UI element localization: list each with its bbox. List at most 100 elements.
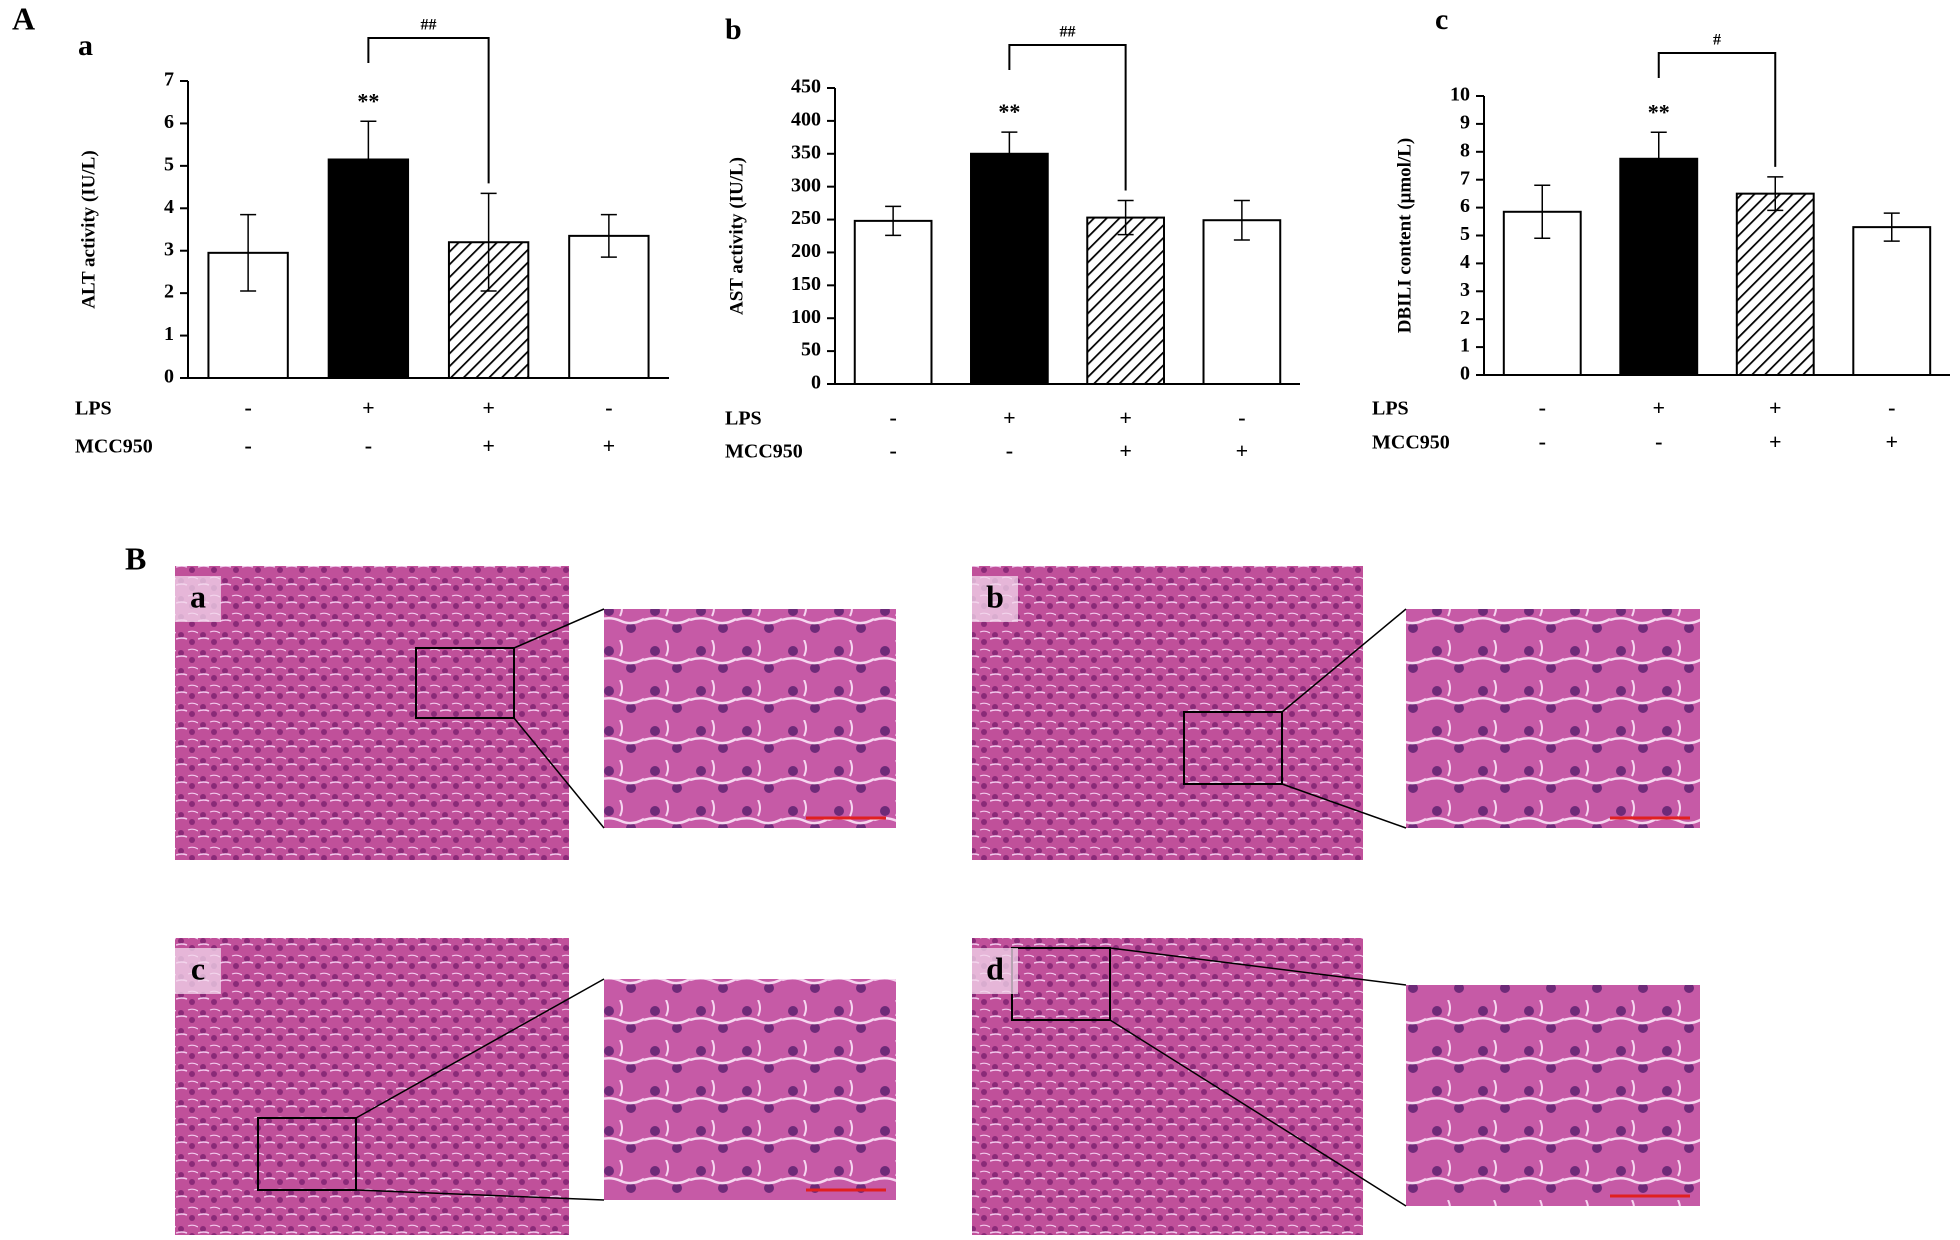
y-tick-label: 10: [1450, 84, 1470, 106]
zoom-line: [1281, 783, 1407, 829]
histology-panel-label: d: [986, 950, 1004, 986]
treatment-name: MCC950: [75, 436, 153, 458]
y-tick-label: 50: [801, 339, 821, 361]
error-bar: [480, 192, 497, 292]
treatment-sign: +: [1003, 405, 1016, 430]
y-tick-label: 9: [1460, 111, 1470, 133]
bracket: [367, 37, 490, 184]
bar: [1852, 226, 1932, 376]
treatment-sign: +: [1885, 429, 1898, 454]
bar: [1202, 219, 1282, 385]
bar: [447, 241, 530, 379]
treatment-name: LPS: [725, 408, 762, 430]
error-bar: [1883, 212, 1900, 242]
y-tick-label: 300: [791, 174, 821, 196]
error-bar: [240, 213, 257, 292]
treatment-sign: -: [1888, 395, 1895, 420]
histology-panel-label: c: [191, 950, 205, 986]
zoom-box: [415, 647, 515, 719]
y-tick-label: 0: [811, 372, 821, 394]
zoom-line: [1109, 1019, 1407, 1207]
bracket: [1008, 44, 1127, 191]
histology-zoom: [1406, 609, 1700, 828]
treatment-sign: -: [1655, 429, 1662, 454]
panel-label-bg: [175, 576, 221, 622]
treatment-sign: +: [362, 395, 375, 420]
significance: **: [998, 99, 1020, 124]
treatment-sign: +: [1769, 429, 1782, 454]
treatment-sign: -: [1006, 438, 1013, 463]
bar: [1619, 157, 1699, 376]
treatment-sign: -: [1539, 395, 1546, 420]
treatment-sign: -: [365, 433, 372, 458]
histology-image: [175, 938, 569, 1235]
bracket-label: ##: [1060, 24, 1076, 41]
bar: [970, 152, 1049, 385]
error-bar: [885, 205, 902, 237]
figure-label: A: [12, 0, 35, 36]
zoom-line: [355, 1189, 605, 1201]
y-tick-label: 200: [791, 240, 821, 262]
y-tick-label: 5: [164, 153, 174, 175]
y-tick-label: 3: [164, 238, 174, 260]
histology-panel-label: a: [190, 578, 206, 614]
bar: [1086, 216, 1165, 385]
y-axis-label: DBILI content (μmol/L): [1394, 138, 1415, 334]
panel-label-bg: [972, 948, 1018, 994]
y-tick-label: 450: [791, 76, 821, 98]
bar: [568, 234, 650, 379]
y-tick-label: 2: [1460, 307, 1470, 329]
bar: [853, 219, 933, 385]
zoom-line: [513, 608, 605, 649]
error-bar: [1650, 131, 1667, 187]
treatment-sign: +: [603, 433, 616, 458]
treatment-sign: -: [1539, 429, 1546, 454]
treatment-name: MCC950: [725, 441, 803, 463]
error-bar: [360, 120, 377, 199]
error-bar: [1233, 199, 1250, 241]
y-tick-label: 100: [791, 306, 821, 328]
treatment-sign: -: [605, 395, 612, 420]
histology-zoom: [604, 979, 896, 1200]
histology-zoom: [604, 609, 896, 828]
treatment-sign: +: [1769, 395, 1782, 420]
histology-zoom: [1406, 985, 1700, 1206]
histology-image: [972, 938, 1363, 1235]
panel-label: b: [725, 13, 742, 46]
zoom-line: [1281, 608, 1407, 713]
error-bar: [1001, 131, 1018, 177]
zoom-line: [1109, 947, 1407, 986]
bracket: [1657, 52, 1777, 167]
panel-label: c: [1435, 3, 1448, 36]
y-tick-label: 6: [164, 111, 174, 133]
treatment-sign: -: [889, 405, 896, 430]
treatment-sign: +: [482, 433, 495, 458]
zoom-line: [355, 978, 605, 1119]
y-tick-label: 7: [1460, 167, 1470, 189]
panel-label-bg: [175, 948, 221, 994]
treatment-sign: -: [244, 395, 251, 420]
treatment-sign: +: [1236, 438, 1249, 463]
treatment-name: LPS: [75, 398, 112, 420]
panel-label-bg: [972, 576, 1018, 622]
y-axis-label: ALT activity (IU/L): [78, 150, 99, 308]
bracket-label: #: [1713, 32, 1721, 49]
zoom-box: [257, 1117, 357, 1191]
y-tick-label: 1: [1460, 335, 1470, 357]
y-tick-label: 5: [1460, 223, 1470, 245]
error-bar: [600, 213, 617, 258]
y-tick-label: 400: [791, 108, 821, 130]
panel-label: a: [78, 29, 93, 62]
y-tick-label: 1: [164, 323, 174, 345]
treatment-sign: -: [889, 438, 896, 463]
treatment-sign: -: [1238, 405, 1245, 430]
y-tick-label: 250: [791, 207, 821, 229]
zoom-line: [513, 717, 605, 829]
y-tick-label: 0: [1460, 363, 1470, 385]
error-bar: [1534, 184, 1551, 240]
error-bar: [1117, 199, 1134, 236]
zoom-box: [1183, 711, 1283, 785]
treatment-sign: +: [1119, 438, 1132, 463]
y-tick-label: 7: [164, 69, 174, 91]
